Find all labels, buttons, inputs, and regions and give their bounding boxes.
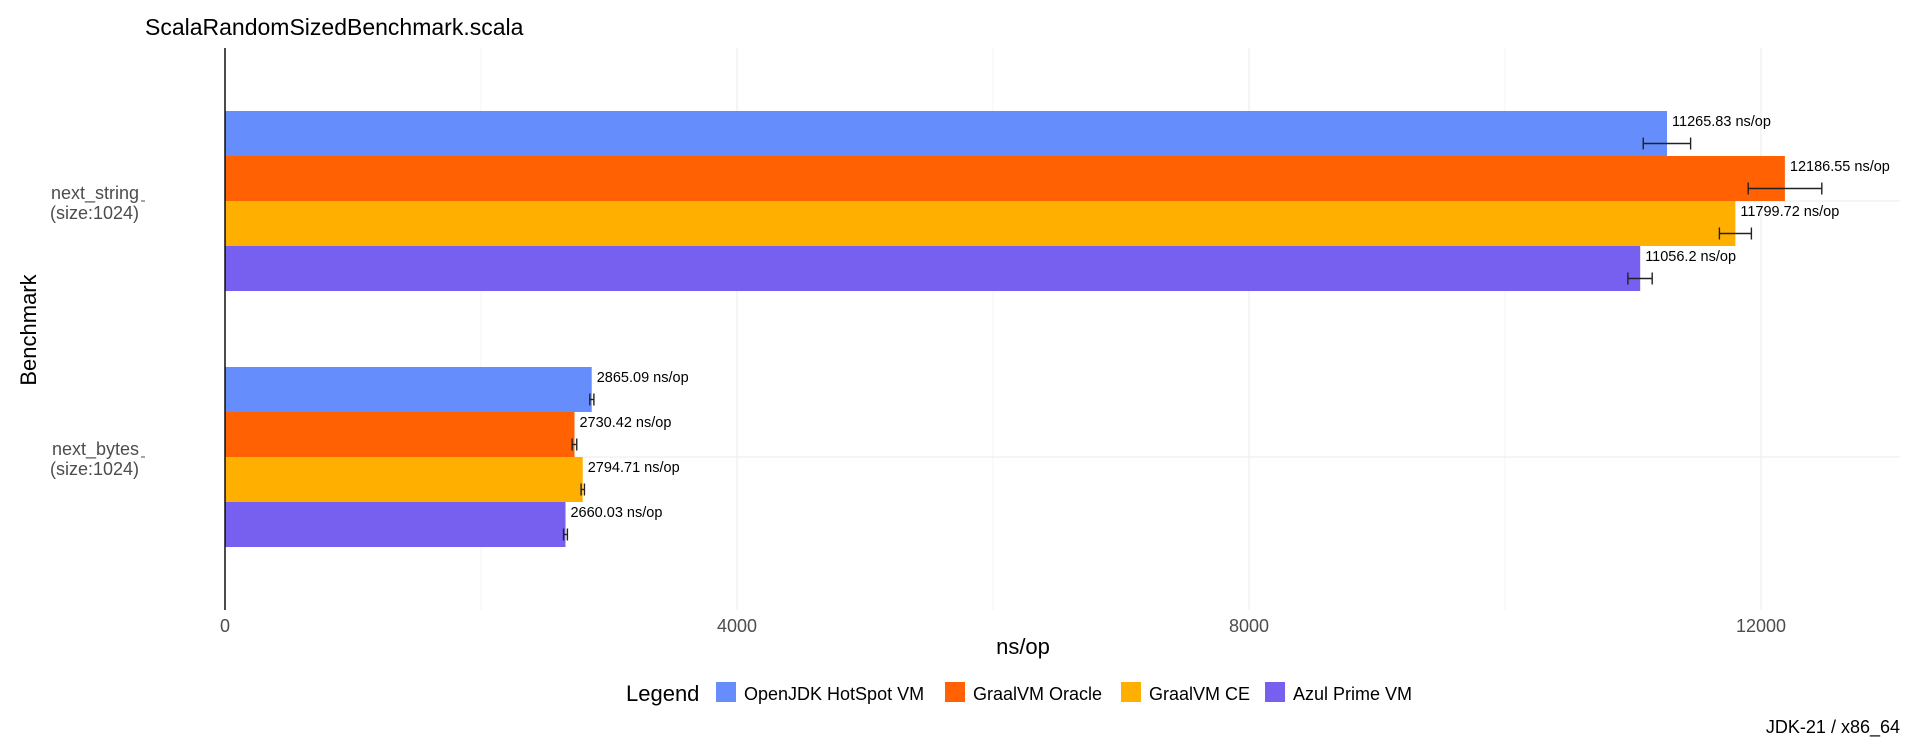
legend-swatch [945, 682, 965, 702]
data-label: 11799.72 ns/op [1740, 204, 1839, 220]
y-tick-label: next_bytes [52, 439, 139, 460]
x-tick-label: 4000 [717, 616, 757, 636]
x-tick-label: 12000 [1736, 616, 1786, 636]
y-axis-title: Benchmark [16, 273, 41, 385]
x-axis-ticks: 0 4000 8000 12000 [220, 616, 1786, 636]
legend-label: OpenJDK HotSpot VM [744, 684, 924, 704]
data-label: 2865.09 ns/op [597, 370, 689, 386]
legend-swatch [1121, 682, 1141, 702]
bar [225, 367, 592, 412]
data-label: 2794.71 ns/op [588, 460, 680, 476]
bar [225, 201, 1736, 246]
bar [225, 156, 1785, 201]
legend-swatch [716, 682, 736, 702]
data-label: 12186.55 ns/op [1790, 159, 1890, 175]
bars [225, 111, 1785, 547]
x-axis-title: ns/op [996, 634, 1050, 659]
data-label: 2660.03 ns/op [570, 505, 662, 521]
bar [225, 246, 1641, 291]
bar [225, 111, 1668, 156]
y-axis-ticks: next_string(size:1024)next_bytes(size:10… [50, 183, 145, 479]
bar-labels: 11265.83 ns/op 12186.55 ns/op 11799.72 ns/… [562, 114, 1890, 541]
data-label: 11056.2 ns/op [1645, 249, 1736, 265]
caption: JDK-21 / x86_64 [1766, 717, 1900, 738]
x-tick-label: 0 [220, 616, 230, 636]
bar [225, 457, 583, 502]
legend-title: Legend [626, 681, 699, 706]
data-label: 2730.42 ns/op [579, 415, 671, 431]
legend: Legend OpenJDK HotSpot VM GraalVM Oracle G… [626, 681, 1412, 706]
y-tick-label-sub: (size:1024) [50, 459, 139, 479]
legend-label: GraalVM CE [1149, 684, 1250, 704]
legend-swatch [1265, 682, 1285, 702]
y-tick-label: next_string [51, 183, 139, 204]
data-label: 11265.83 ns/op [1672, 114, 1771, 130]
legend-label: Azul Prime VM [1293, 684, 1412, 704]
legend-label: GraalVM Oracle [973, 684, 1102, 704]
bar [225, 412, 575, 457]
chart-title: ScalaRandomSizedBenchmark.scala [145, 14, 524, 40]
bar [225, 502, 566, 547]
y-tick-label-sub: (size:1024) [50, 203, 139, 223]
x-tick-label: 8000 [1229, 616, 1269, 636]
